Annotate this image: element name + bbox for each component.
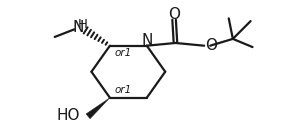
Text: H: H [78,18,87,31]
Text: O: O [168,7,180,22]
Polygon shape [86,98,110,119]
Text: or1: or1 [115,85,132,95]
Text: N: N [72,20,83,35]
Text: N: N [142,33,153,48]
Text: or1: or1 [115,48,132,58]
Text: HO: HO [57,108,80,123]
Text: O: O [206,38,218,53]
